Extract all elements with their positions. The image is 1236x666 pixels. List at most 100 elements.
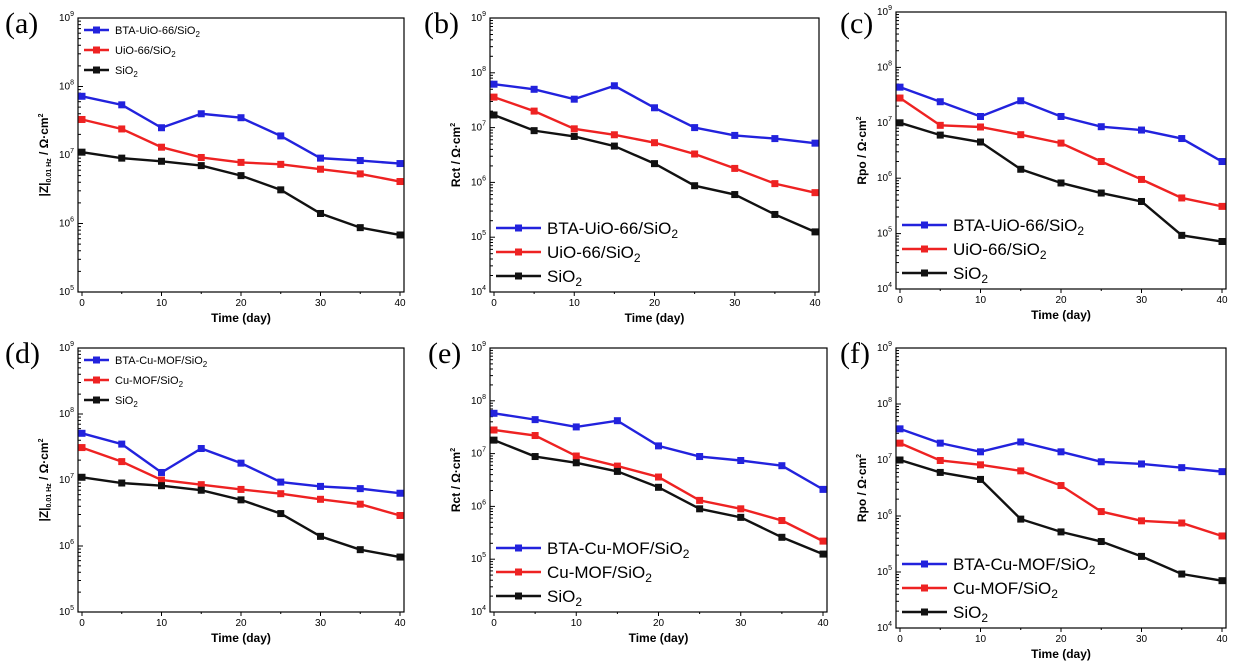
data-point bbox=[317, 209, 324, 217]
data-point bbox=[1097, 458, 1105, 466]
series-line bbox=[81, 95, 401, 165]
data-point bbox=[737, 505, 745, 513]
data-point bbox=[936, 456, 944, 464]
y-axis-label: |Z|0.01 Hz / Ω·cm2 bbox=[37, 113, 53, 196]
legend-label: UiO-66/SiO2 bbox=[115, 45, 176, 59]
legend-label: BTA-UiO-66/SiO2 bbox=[115, 25, 200, 39]
x-axis-label: Time (day) bbox=[625, 311, 685, 325]
series-line bbox=[899, 86, 1223, 163]
series-red bbox=[78, 444, 404, 519]
data-point bbox=[78, 444, 86, 452]
data-point bbox=[396, 160, 404, 168]
series-blue bbox=[78, 429, 404, 497]
data-point bbox=[237, 172, 245, 180]
data-point bbox=[490, 111, 498, 119]
legend-label: Cu-MOF/SiO2 bbox=[547, 563, 652, 585]
legend-label: SiO2 bbox=[115, 395, 138, 409]
data-point bbox=[1218, 158, 1226, 166]
data-point bbox=[977, 475, 984, 483]
data-point bbox=[118, 479, 126, 487]
panel-a: (a) 105 106 107 108 109 0 10 20 30 40 Time (day) |Z|… bbox=[5, 7, 406, 325]
data-point bbox=[613, 417, 621, 425]
data-point bbox=[811, 189, 819, 197]
legend-label: BTA-Cu-MOF/SiO2 bbox=[115, 355, 208, 369]
y-axis-label: Rct / Ω·cm2 bbox=[449, 448, 463, 512]
x-axis-label: Time (day) bbox=[211, 311, 271, 325]
x-tick-label: 20 bbox=[649, 298, 661, 309]
data-point bbox=[1138, 126, 1145, 134]
y-tick-label: 105 bbox=[59, 605, 74, 618]
legend-label: UiO-66/SiO2 bbox=[953, 240, 1047, 262]
x-tick-label: 10 bbox=[156, 298, 168, 309]
data-point bbox=[396, 511, 404, 519]
y-tick-label: 106 bbox=[877, 509, 892, 522]
data-point bbox=[771, 210, 779, 218]
panel-e: (e) 104 105 106 107 108 109 0 10 20 30 40 Time (day)… bbox=[428, 337, 829, 645]
x-tick-label: 0 bbox=[79, 298, 85, 309]
y-tick-label: 109 bbox=[471, 11, 486, 24]
y-tick-label: 108 bbox=[877, 397, 892, 410]
panel-c: (c) 104 105 106 107 108 109 0 10 20 30 40 Time (day)… bbox=[840, 5, 1228, 322]
data-point bbox=[277, 490, 285, 498]
x-tick-label: 0 bbox=[897, 634, 903, 645]
legend-marker bbox=[921, 608, 928, 616]
data-point bbox=[237, 459, 245, 467]
data-point bbox=[530, 85, 538, 93]
y-tick-label: 106 bbox=[59, 539, 74, 552]
series-line bbox=[899, 442, 1223, 538]
x-axis-label: Time (day) bbox=[1031, 308, 1091, 322]
data-point bbox=[1218, 468, 1226, 476]
y-tick-label: 107 bbox=[471, 121, 486, 134]
series-black bbox=[896, 456, 1226, 585]
y-axis-label: Rpo / Ω·cm2 bbox=[855, 454, 869, 522]
panel-label: (c) bbox=[840, 7, 873, 40]
data-point bbox=[277, 478, 285, 486]
y-tick-label: 108 bbox=[59, 80, 74, 93]
series-black bbox=[78, 473, 404, 561]
series-red bbox=[490, 426, 827, 545]
data-point bbox=[237, 485, 245, 493]
data-point bbox=[1097, 538, 1105, 546]
x-tick-label: 10 bbox=[975, 634, 987, 645]
data-point bbox=[118, 154, 126, 162]
series-black bbox=[490, 111, 819, 236]
data-point bbox=[1017, 515, 1025, 523]
data-point bbox=[572, 423, 580, 431]
y-tick-label: 107 bbox=[59, 473, 74, 486]
x-tick-label: 30 bbox=[1136, 295, 1148, 306]
data-point bbox=[356, 500, 364, 508]
plot-frame bbox=[77, 347, 405, 613]
x-tick-label: 40 bbox=[1216, 634, 1228, 645]
data-point bbox=[778, 533, 786, 541]
data-point bbox=[158, 482, 165, 490]
data-point bbox=[237, 158, 245, 166]
legend: BTA-UiO-66/SiO2 UiO-66/SiO2 SiO2 bbox=[84, 25, 200, 79]
panel-d: (d) 105 106 107 108 109 0 10 20 30 40 Time (day) |Z|… bbox=[5, 337, 406, 645]
data-point bbox=[1017, 467, 1025, 475]
panel-label: (b) bbox=[424, 7, 459, 40]
data-point bbox=[317, 165, 324, 173]
data-point bbox=[1138, 175, 1145, 183]
data-point bbox=[1057, 528, 1065, 536]
data-point bbox=[570, 95, 578, 103]
legend-label: SiO2 bbox=[547, 587, 582, 609]
data-point bbox=[1178, 570, 1186, 578]
data-point bbox=[819, 550, 827, 558]
legend-label: SiO2 bbox=[953, 603, 988, 625]
series-blue bbox=[896, 83, 1226, 166]
legend: BTA-Cu-MOF/SiO2 Cu-MOF/SiO2 SiO2 bbox=[84, 355, 208, 409]
series-red bbox=[78, 115, 404, 186]
y-tick-label: 106 bbox=[471, 175, 486, 188]
data-point bbox=[572, 452, 580, 460]
x-tick-label: 30 bbox=[1136, 634, 1148, 645]
data-point bbox=[896, 119, 904, 127]
data-point bbox=[396, 553, 404, 561]
data-point bbox=[655, 442, 662, 450]
data-point bbox=[1057, 448, 1065, 456]
data-point bbox=[277, 132, 285, 140]
data-point bbox=[691, 124, 699, 132]
legend-label: SiO2 bbox=[115, 65, 138, 79]
y-axis-label: Rct / Ω·cm2 bbox=[449, 123, 463, 187]
